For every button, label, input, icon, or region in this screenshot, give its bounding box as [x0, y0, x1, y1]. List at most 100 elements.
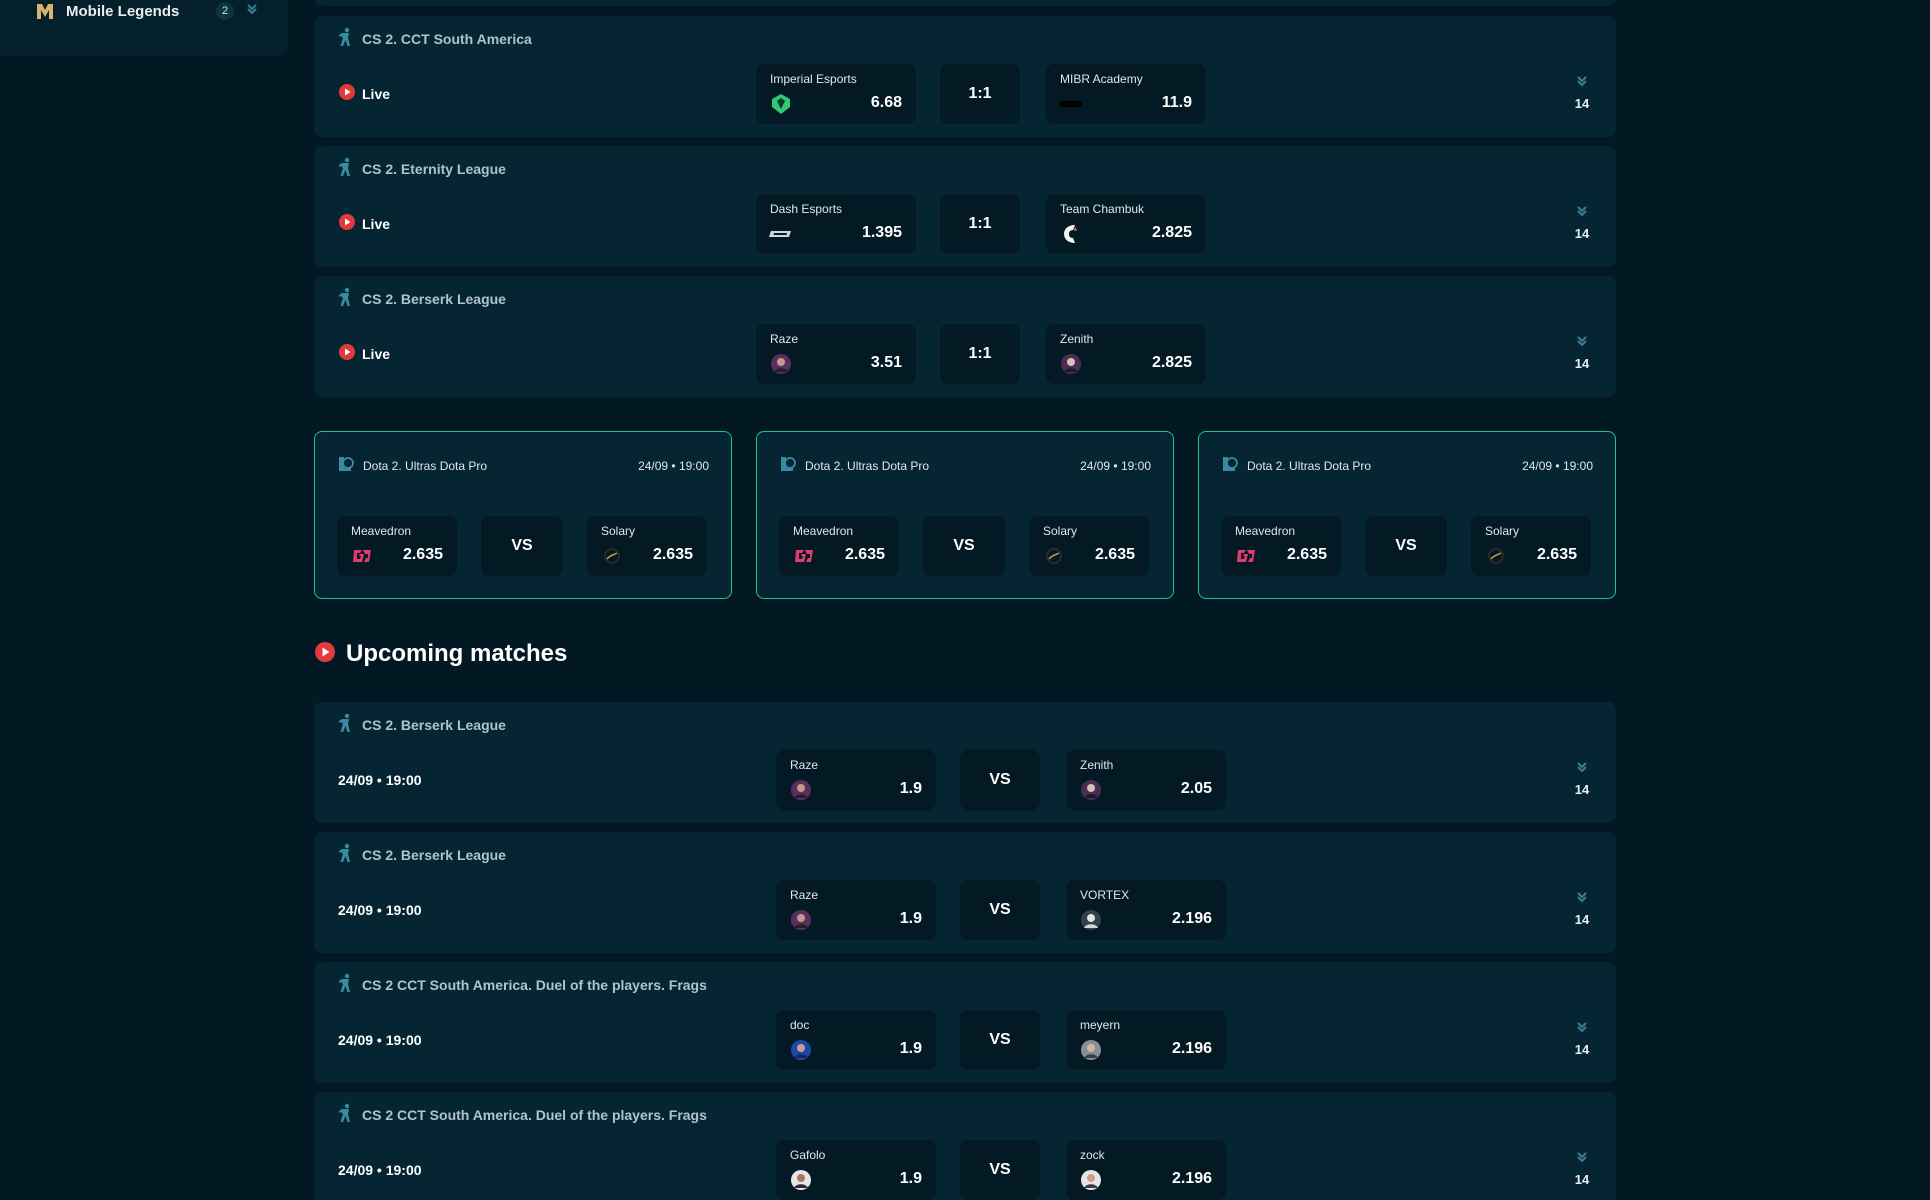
team-away[interactable]: Zenith 2.05: [1066, 750, 1226, 810]
section-heading: Upcoming matches: [314, 638, 567, 670]
team-name: Raze: [790, 758, 819, 772]
markets-count: 14: [1574, 782, 1590, 797]
match-time: 24/09 • 19:00: [338, 770, 422, 790]
markets-count: 14: [1574, 1042, 1590, 1057]
live-match-card[interactable]: CS 2. Eternity League Live Dash Esports …: [314, 146, 1616, 267]
team-away[interactable]: zock 2.196: [1066, 1140, 1226, 1200]
league-header: CS 2. Berserk League: [338, 713, 506, 735]
team-away[interactable]: Zenith 2.825: [1046, 324, 1206, 384]
team-logo-icon: [349, 544, 375, 568]
featured-match-card[interactable]: Dota 2. Ultras Dota Pro 24/09 • 19:00 Me…: [314, 431, 732, 599]
team-home[interactable]: Raze 1.9: [776, 880, 936, 940]
league-name: CS 2. Berserk League: [362, 717, 506, 733]
odds-value: 2.635: [1286, 546, 1327, 563]
cs-player-icon: [338, 843, 352, 868]
team-home[interactable]: Dash Esports 1.395: [756, 194, 916, 254]
league-shield-icon: [337, 455, 355, 478]
odds-value: 2.196: [1171, 910, 1212, 927]
odds-value: 2.05: [1180, 780, 1212, 797]
chevron-down-icon: [1576, 890, 1588, 907]
match-time: 24/09 • 19:00: [338, 900, 422, 920]
league-name: Dota 2. Ultras Dota Pro: [805, 459, 930, 473]
live-status: Live: [338, 213, 390, 234]
match-date: 24/09 • 19:00: [338, 1162, 422, 1178]
team-home[interactable]: doc 1.9: [776, 1010, 936, 1070]
live-match-card[interactable]: CS 2. Berserk League Live Raze 3.51 1:1 …: [314, 276, 1616, 397]
league-name: CS 2. Berserk League: [362, 847, 506, 863]
section-title: Upcoming matches: [346, 640, 568, 667]
upcoming-match-card[interactable]: CS 2 CCT South America. Duel of the play…: [314, 962, 1616, 1083]
team-away[interactable]: MIBR Academy 11.9: [1046, 64, 1206, 124]
markets-count: 14: [1574, 356, 1590, 371]
league-name: CS 2. Eternity League: [362, 161, 506, 177]
chevron-down-icon: [1576, 74, 1588, 91]
chevron-down-icon: [1576, 1150, 1588, 1167]
league-header: Dota 2. Ultras Dota Pro: [1221, 456, 1371, 476]
match-date: 24/09 • 19:00: [1080, 459, 1151, 473]
more-markets-button[interactable]: 14: [1574, 1150, 1590, 1187]
league-name: CS 2 CCT South America. Duel of the play…: [362, 1107, 707, 1123]
player-avatar-icon: [1078, 908, 1104, 932]
odds-value: 2.196: [1171, 1040, 1212, 1057]
more-markets-button[interactable]: 14: [1574, 1020, 1590, 1057]
upcoming-match-card[interactable]: CS 2 CCT South America. Duel of the play…: [314, 1092, 1616, 1200]
live-match-card[interactable]: CS 2. CCT South America Live Imperial Es…: [314, 16, 1616, 137]
odds-value: 2.635: [1094, 546, 1135, 563]
team-home[interactable]: Raze 1.9: [776, 750, 936, 810]
featured-match-card[interactable]: Dota 2. Ultras Dota Pro 24/09 • 19:00 Me…: [756, 431, 1174, 599]
team-away[interactable]: VORTEX 2.196: [1066, 880, 1226, 940]
team-name: meyern: [1080, 1018, 1121, 1032]
team-name: Raze: [770, 332, 799, 346]
more-markets-button[interactable]: 14: [1574, 204, 1590, 241]
more-markets-button[interactable]: 14: [1574, 890, 1590, 927]
player-avatar-icon: [788, 908, 814, 932]
play-icon: [338, 83, 356, 106]
vs-label: VS: [960, 1140, 1040, 1200]
league-header: Dota 2. Ultras Dota Pro: [779, 456, 929, 476]
team-home[interactable]: Raze 3.51: [756, 324, 916, 384]
sidebar-item-mobile-legends[interactable]: Mobile Legends 2: [34, 0, 258, 22]
score-box: 1:1: [940, 194, 1020, 254]
sidebar: Mobile Legends 2: [0, 0, 288, 56]
odds-value: 2.635: [844, 546, 885, 563]
team-away[interactable]: Team Chambuk 2.825: [1046, 194, 1206, 254]
odds-value: 1.9: [899, 1040, 922, 1057]
vs-label: VS: [481, 516, 563, 576]
team-away[interactable]: Solary 2.635: [1471, 516, 1591, 576]
league-name: Dota 2. Ultras Dota Pro: [363, 459, 488, 473]
team-name: Meavedron: [351, 524, 412, 538]
team-home[interactable]: Meavedron 2.635: [1221, 516, 1341, 576]
featured-match-card[interactable]: Dota 2. Ultras Dota Pro 24/09 • 19:00 Me…: [1198, 431, 1616, 599]
upcoming-match-card[interactable]: CS 2. Berserk League 24/09 • 19:00 Raze …: [314, 702, 1616, 823]
match-time: 24/09 • 19:00: [338, 1160, 422, 1180]
team-name: Raze: [790, 888, 819, 902]
team-name: Meavedron: [793, 524, 854, 538]
league-header: CS 2 CCT South America. Duel of the play…: [338, 973, 707, 998]
cs-player-icon: [338, 973, 352, 998]
vs-label: VS: [960, 750, 1040, 810]
team-home[interactable]: Gafolo 1.9: [776, 1140, 936, 1200]
upcoming-match-card[interactable]: CS 2. Berserk League 24/09 • 19:00 Raze …: [314, 832, 1616, 953]
team-name: VORTEX: [1080, 888, 1130, 902]
team-home[interactable]: Imperial Esports 6.68: [756, 64, 916, 124]
team-away[interactable]: Solary 2.635: [1029, 516, 1149, 576]
team-away[interactable]: meyern 2.196: [1066, 1010, 1226, 1070]
play-icon: [338, 343, 356, 366]
more-markets-button[interactable]: 14: [1574, 74, 1590, 111]
league-header: Dota 2. Ultras Dota Pro: [337, 456, 487, 476]
score-box: 1:1: [940, 324, 1020, 384]
more-markets-button[interactable]: 14: [1574, 334, 1590, 371]
chevron-down-icon: [1576, 760, 1588, 777]
odds-value: 11.9: [1161, 94, 1192, 111]
team-home[interactable]: Meavedron 2.635: [779, 516, 899, 576]
chevron-down-icon: [1576, 1020, 1588, 1037]
team-logo-icon: [1483, 544, 1509, 568]
chevron-down-icon[interactable]: [246, 2, 258, 20]
player-avatar-icon: [1058, 352, 1084, 376]
team-home[interactable]: Meavedron 2.635: [337, 516, 457, 576]
more-markets-button[interactable]: 14: [1574, 760, 1590, 797]
team-away[interactable]: Solary 2.635: [587, 516, 707, 576]
league-shield-icon: [779, 455, 797, 478]
vs-label: VS: [960, 880, 1040, 940]
